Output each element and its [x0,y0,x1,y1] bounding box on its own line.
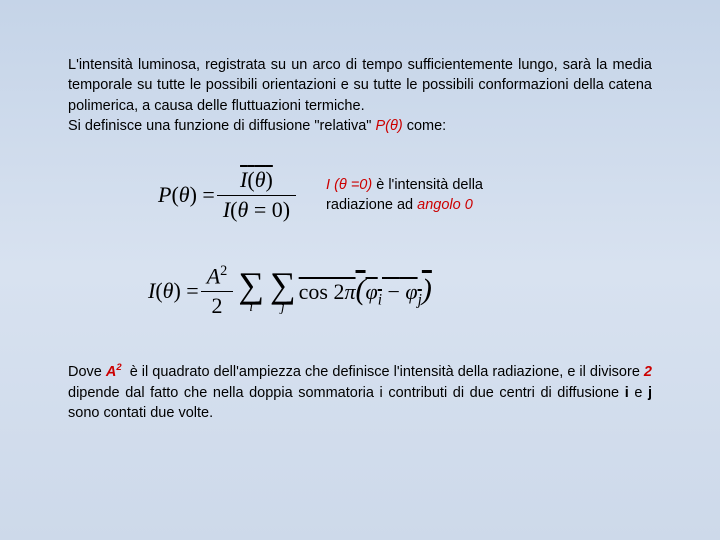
eq1-den: I(θ = 0) [217,196,296,224]
intro-paragraph: L'intensità luminosa, registrata su un a… [68,55,652,136]
equation-1-row: P(θ) = I(θ) I(θ = 0) I (θ =0) è l'intens… [68,166,652,224]
equation-2: I(θ) = A2 2 ∑ i ∑ j cos 2π(φi − φj) [148,262,432,320]
p2-2: 2 [644,364,652,380]
sum-i: ∑ i [238,267,264,315]
eq2-lhs: I(θ) = [148,278,199,304]
equation-1-note: I (θ =0) è l'intensità della radiazione … [326,175,483,216]
p2-c: è il quadrato dell'ampiezza che definisc… [126,364,644,380]
eq1-num: I(θ) [234,166,279,194]
slide: L'intensità luminosa, registrata su un a… [0,0,720,540]
eq1-lhs: P(θ) = [158,182,215,208]
p2-j: j [648,385,652,401]
note1-angle: angolo 0 [417,197,473,213]
eq2-num: A2 [201,262,234,291]
eq2-cos: cos 2π(φi − φj) [299,273,432,309]
p2-a: Dove [68,364,106,380]
note1-symbol: I (θ =0) [326,177,372,193]
equation-2-row: I(θ) = A2 2 ∑ i ∑ j cos 2π(φi − φj) [68,262,652,320]
p2-g: e [629,385,648,401]
note1-text-c: radiazione ad [326,197,417,213]
eq2-den: 2 [206,292,229,320]
p2-e: dipende dal fatto che nella doppia somma… [68,385,625,401]
p2-i2: sono contati due volte. [68,405,213,421]
eq1-fraction: I(θ) I(θ = 0) [217,166,296,224]
p2-A2: A2 [106,364,122,380]
intro-text-b: Si definisce una funzione di diffusione … [68,118,375,134]
sum-j: ∑ j [270,267,296,315]
note1-text-b: è l'intensità della [372,177,483,193]
intro-text-d: come: [403,118,447,134]
intro-text-a: L'intensità luminosa, registrata su un a… [68,57,652,114]
closing-paragraph: Dove A2 è il quadrato dell'ampiezza che … [68,360,652,423]
p-theta-symbol: P(θ) [375,118,402,134]
equation-1: P(θ) = I(θ) I(θ = 0) [158,166,298,224]
eq2-fraction: A2 2 [201,262,234,320]
